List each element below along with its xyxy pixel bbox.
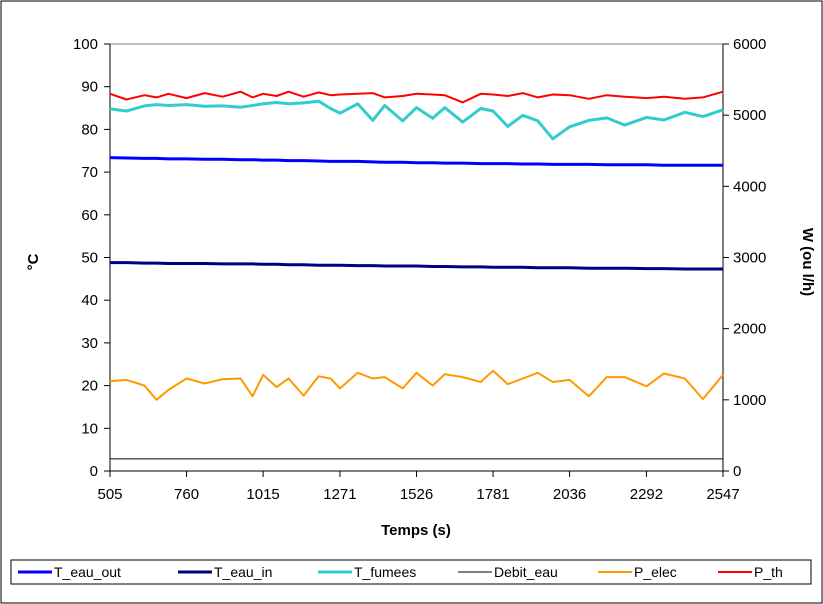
legend-label: P_th bbox=[754, 564, 783, 580]
series-line-p-elec bbox=[109, 369, 724, 401]
y-right-tick-label: 2000 bbox=[733, 321, 766, 338]
x-tick-label: 2547 bbox=[706, 486, 739, 503]
y-left-tick-label: 30 bbox=[81, 335, 98, 352]
y-axis-right-title: W (ou l/h) bbox=[799, 228, 816, 296]
x-axis-title: Temps (s) bbox=[381, 522, 451, 539]
series-line-p-th bbox=[109, 90, 724, 104]
legend-box bbox=[10, 559, 812, 585]
y-right-tick-label: 6000 bbox=[733, 36, 766, 53]
y-right-tick-label: 1000 bbox=[733, 392, 766, 409]
y-left-tick-label: 50 bbox=[81, 250, 98, 267]
y-right-tick-label: 4000 bbox=[733, 178, 766, 195]
plot-area bbox=[109, 43, 724, 472]
x-tick-label: 1781 bbox=[476, 486, 509, 503]
axes: 0102030405060708090100010002000300040005… bbox=[73, 36, 766, 503]
y-left-tick-label: 80 bbox=[81, 121, 98, 138]
legend-label: Debit_eau bbox=[494, 564, 558, 580]
x-tick-label: 1271 bbox=[323, 486, 356, 503]
series-line-t-eau-out bbox=[109, 156, 723, 167]
x-tick-label: 1015 bbox=[246, 486, 279, 503]
x-tick-label: 1526 bbox=[400, 486, 433, 503]
x-tick-label: 505 bbox=[97, 486, 122, 503]
series-line-t-eau-in bbox=[110, 261, 723, 271]
y-left-tick-label: 40 bbox=[81, 292, 98, 309]
legend: T_eau_out T_eau_in T_fumees Debit_eau P_elec… bbox=[10, 559, 812, 585]
x-tick-label: 2292 bbox=[630, 486, 663, 503]
y-left-tick-label: 0 bbox=[90, 463, 98, 480]
legend-items: T_eau_out T_eau_in T_fumees Debit_eau P_elec… bbox=[18, 564, 783, 580]
legend-label: T_eau_out bbox=[54, 564, 121, 580]
series-line-t-fumees bbox=[109, 99, 724, 141]
y-axis-left-title: °C bbox=[25, 253, 42, 270]
legend-label: T_fumees bbox=[354, 564, 416, 580]
y-left-tick-label: 90 bbox=[81, 79, 98, 96]
legend-label: T_eau_in bbox=[214, 564, 272, 580]
y-left-tick-label: 70 bbox=[81, 164, 98, 181]
x-tick-label: 2036 bbox=[553, 486, 586, 503]
y-right-tick-label: 5000 bbox=[733, 107, 766, 124]
series-layer bbox=[109, 90, 724, 460]
y-left-tick-label: 20 bbox=[81, 378, 98, 395]
y-left-tick-label: 60 bbox=[81, 207, 98, 224]
y-left-tick-label: 100 bbox=[73, 36, 98, 53]
y-left-tick-label: 10 bbox=[81, 420, 98, 437]
y-right-tick-label: 0 bbox=[733, 463, 741, 480]
x-tick-label: 760 bbox=[174, 486, 199, 503]
legend-label: P_elec bbox=[634, 564, 677, 580]
y-right-tick-label: 3000 bbox=[733, 250, 766, 267]
